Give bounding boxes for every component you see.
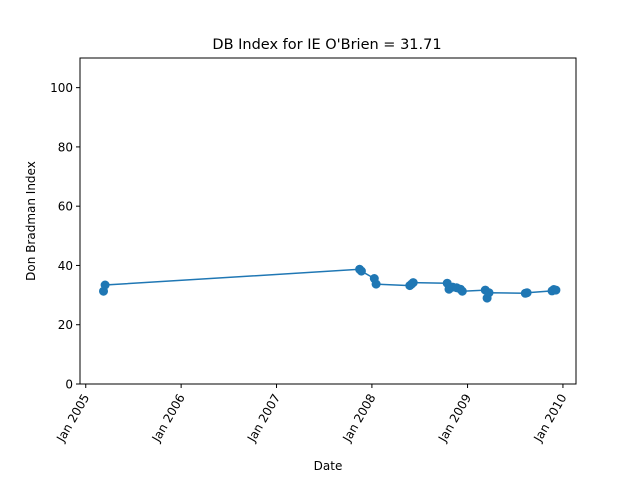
data-point (100, 280, 110, 290)
y-tick-label: 20 (58, 318, 73, 332)
x-tick-label: Jan 2008 (339, 392, 378, 446)
data-point (484, 288, 494, 298)
y-tick-label: 100 (50, 81, 73, 95)
data-point (522, 288, 532, 298)
data-point (408, 278, 418, 288)
x-tick-label: Jan 2006 (149, 392, 188, 446)
axes-frame (79, 57, 577, 385)
data-point (356, 266, 366, 276)
chart-title: DB Index for IE O'Brien = 31.71 (212, 37, 441, 53)
y-tick-label: 60 (58, 200, 73, 214)
y-tick-label: 0 (65, 378, 73, 392)
data-point (457, 286, 467, 296)
data-point (371, 279, 381, 289)
y-tick-label: 40 (58, 259, 73, 273)
x-tick-label: Jan 2009 (435, 392, 474, 446)
x-tick-label: Jan 2010 (530, 392, 569, 446)
y-axis-label: Don Bradman Index (24, 161, 38, 281)
y-axis-ticks: 0 20 40 60 80 100 (50, 81, 80, 392)
y-tick-label: 80 (58, 140, 73, 154)
x-axis-label: Date (314, 459, 343, 473)
x-tick-label: Jan 2007 (244, 392, 283, 446)
x-tick-label: Jan 2005 (53, 392, 92, 446)
plot-layer (99, 264, 561, 303)
data-point (551, 285, 561, 295)
x-axis-ticks: Jan 2005 Jan 2006 Jan 2007 Jan 2008 Jan 2009… (53, 384, 570, 446)
